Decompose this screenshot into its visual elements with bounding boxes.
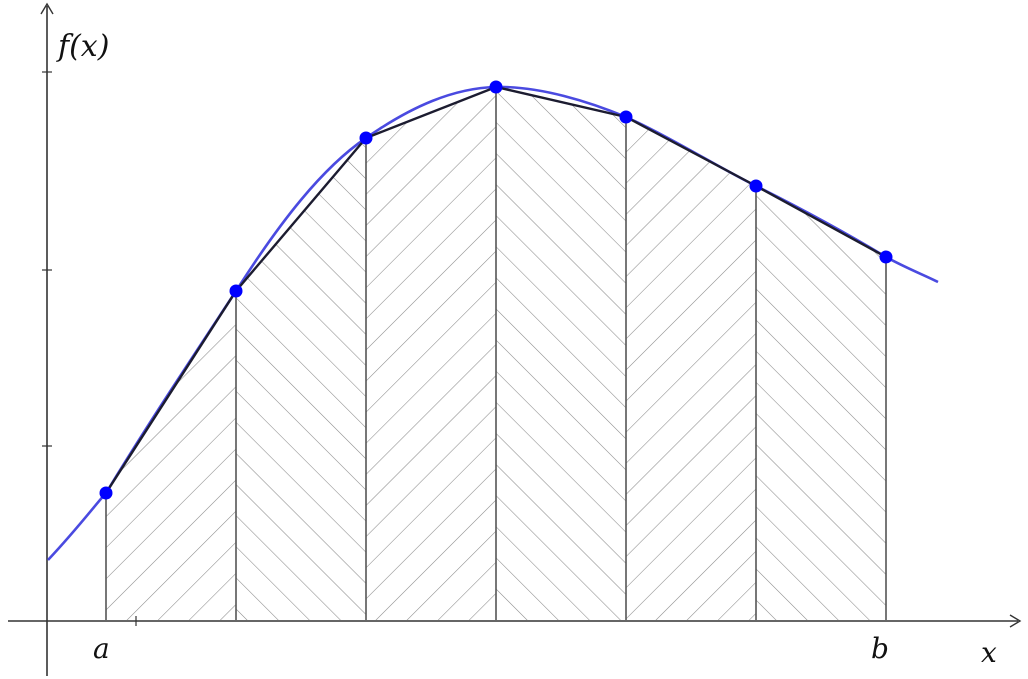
partition-lines bbox=[105, 87, 887, 620]
trapezoid-5 bbox=[626, 117, 756, 620]
sample-point bbox=[99, 486, 113, 500]
sample-points bbox=[99, 80, 893, 500]
upper-bound-label: b bbox=[871, 632, 889, 665]
sample-point bbox=[489, 80, 503, 94]
trapezoid-fills bbox=[106, 87, 886, 620]
trapezoid-1 bbox=[106, 291, 236, 620]
sample-point bbox=[879, 250, 893, 264]
sample-point bbox=[229, 284, 243, 298]
axes bbox=[8, 2, 1022, 676]
x-axis-arrow bbox=[1009, 614, 1022, 628]
sample-point bbox=[359, 131, 373, 145]
sample-point bbox=[619, 110, 633, 124]
trapezoid-3 bbox=[366, 87, 496, 620]
trapezoid-4 bbox=[496, 87, 626, 620]
trapezoid-6 bbox=[756, 186, 886, 620]
y-axis-label: f(x) bbox=[56, 29, 109, 64]
sample-point bbox=[749, 179, 763, 193]
lower-bound-label: a bbox=[93, 632, 110, 665]
x-axis-label: x bbox=[981, 636, 997, 669]
trapezoid-2 bbox=[236, 138, 366, 620]
y-axis-arrow bbox=[40, 2, 54, 15]
